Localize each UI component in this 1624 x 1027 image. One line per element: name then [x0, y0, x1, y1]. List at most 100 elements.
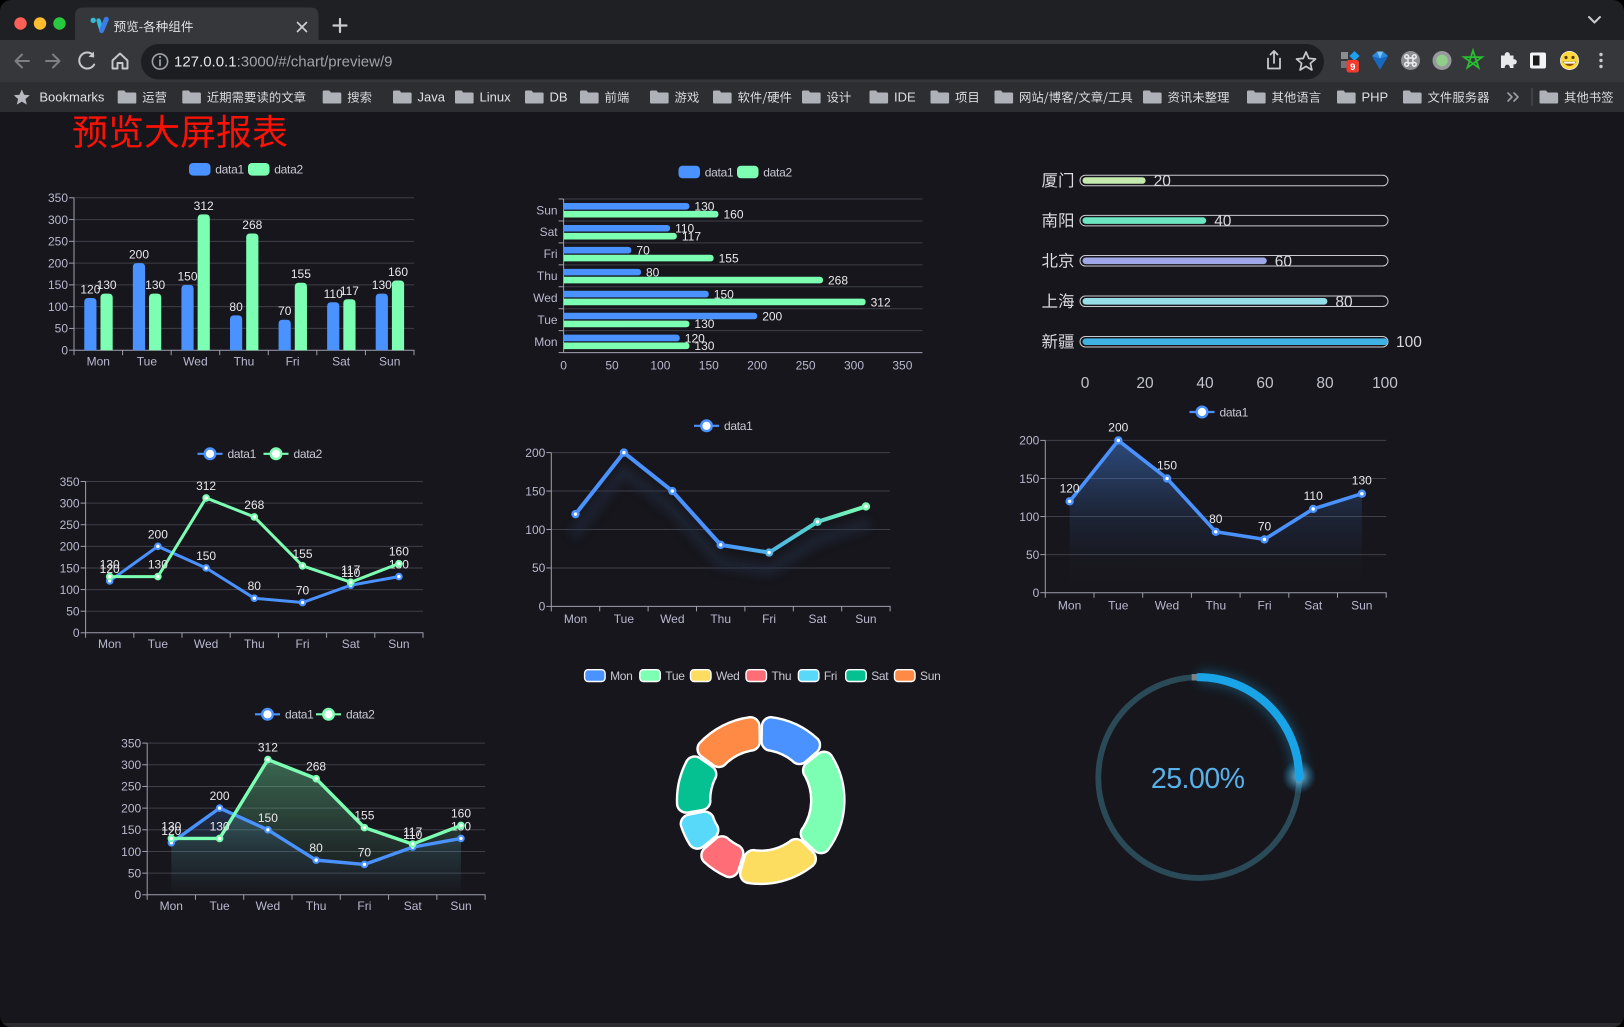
- svg-text:130: 130: [97, 278, 117, 292]
- svg-text:155: 155: [354, 809, 374, 823]
- svg-text:50: 50: [66, 605, 80, 619]
- svg-text:110: 110: [341, 566, 360, 580]
- svg-text:155: 155: [719, 251, 739, 265]
- svg-text:50: 50: [128, 866, 142, 880]
- svg-text:155: 155: [292, 547, 312, 561]
- svg-text:Mon: Mon: [1058, 599, 1081, 613]
- svg-text:110: 110: [324, 287, 343, 301]
- svg-text:70: 70: [358, 846, 372, 860]
- svg-text:Sun: Sun: [379, 355, 400, 369]
- svg-text:117: 117: [340, 284, 359, 298]
- svg-text:Fri: Fri: [1258, 599, 1272, 613]
- svg-text:130: 130: [100, 558, 120, 572]
- svg-text:80: 80: [1209, 512, 1223, 526]
- svg-text:130: 130: [148, 558, 168, 572]
- svg-text:50: 50: [55, 322, 69, 336]
- svg-text:50: 50: [605, 359, 619, 373]
- svg-text:Wed: Wed: [716, 669, 740, 683]
- svg-text:80: 80: [229, 300, 243, 314]
- svg-text:80: 80: [248, 579, 262, 593]
- svg-text:70: 70: [636, 244, 650, 258]
- svg-text:268: 268: [306, 760, 326, 774]
- svg-text:Fri: Fri: [357, 899, 371, 913]
- svg-text:Tue: Tue: [665, 669, 685, 683]
- svg-text:100: 100: [650, 359, 670, 373]
- svg-text:200: 200: [525, 446, 545, 460]
- svg-text:PHP: PHP: [1362, 90, 1389, 105]
- svg-text:Fri: Fri: [824, 669, 837, 683]
- svg-text:data1: data1: [215, 163, 244, 177]
- svg-text:80: 80: [1335, 294, 1353, 311]
- svg-text:130: 130: [694, 317, 714, 331]
- svg-text:110: 110: [675, 222, 694, 236]
- svg-text:312: 312: [871, 295, 891, 309]
- svg-text:0: 0: [1033, 586, 1040, 600]
- svg-text:20: 20: [1154, 173, 1172, 190]
- svg-text:40: 40: [1214, 213, 1232, 230]
- svg-text:200: 200: [48, 256, 68, 270]
- svg-text:Thu: Thu: [537, 269, 558, 283]
- svg-text:120: 120: [685, 331, 705, 345]
- svg-text:130: 130: [1352, 474, 1372, 488]
- svg-text:110: 110: [403, 828, 422, 842]
- svg-text:130: 130: [210, 820, 230, 834]
- svg-text:268: 268: [828, 273, 848, 287]
- svg-text:data2: data2: [294, 447, 323, 461]
- svg-text:200: 200: [60, 540, 80, 554]
- svg-text:Sat: Sat: [342, 637, 361, 651]
- svg-text:110: 110: [1304, 489, 1323, 503]
- svg-text:Sat: Sat: [1304, 599, 1323, 613]
- svg-text:250: 250: [48, 235, 68, 249]
- svg-text:150: 150: [699, 359, 719, 373]
- svg-text:150: 150: [525, 484, 545, 498]
- svg-text:200: 200: [1108, 420, 1128, 434]
- svg-text:350: 350: [892, 359, 912, 373]
- svg-text:Sun: Sun: [920, 669, 940, 683]
- svg-text:160: 160: [389, 545, 409, 559]
- svg-text:350: 350: [48, 191, 68, 205]
- svg-text:0: 0: [539, 600, 546, 614]
- svg-text:Tue: Tue: [1108, 599, 1129, 613]
- svg-text:312: 312: [194, 199, 214, 213]
- svg-text:Sun: Sun: [450, 899, 471, 913]
- svg-text:Sat: Sat: [871, 669, 889, 683]
- svg-text:268: 268: [244, 498, 264, 512]
- svg-text:60: 60: [1275, 253, 1293, 270]
- svg-text:250: 250: [796, 359, 816, 373]
- svg-text:50: 50: [1026, 548, 1040, 562]
- svg-text:DB: DB: [550, 90, 568, 105]
- svg-text:Linux: Linux: [480, 90, 512, 105]
- svg-text:Fri: Fri: [286, 355, 300, 369]
- svg-text:150: 150: [60, 561, 80, 575]
- svg-text:Mon: Mon: [610, 669, 632, 683]
- svg-text:200: 200: [1019, 434, 1039, 448]
- svg-text:data2: data2: [274, 163, 303, 177]
- svg-text:Sun: Sun: [388, 637, 409, 651]
- svg-text:350: 350: [60, 475, 80, 489]
- svg-text:Sat: Sat: [540, 225, 559, 239]
- svg-text:Java: Java: [418, 90, 446, 105]
- svg-text:Sun: Sun: [1351, 599, 1372, 613]
- svg-text:0: 0: [560, 359, 567, 373]
- svg-text:data2: data2: [763, 165, 792, 179]
- svg-text:117: 117: [403, 825, 422, 839]
- svg-text:Tue: Tue: [209, 899, 230, 913]
- svg-text:200: 200: [762, 309, 782, 323]
- svg-text:100: 100: [1396, 334, 1422, 351]
- svg-text:130: 130: [372, 278, 392, 292]
- svg-text:100: 100: [1019, 510, 1039, 524]
- svg-text:130: 130: [145, 278, 165, 292]
- svg-text:Mon: Mon: [87, 355, 110, 369]
- svg-text:100: 100: [121, 845, 141, 859]
- svg-text:100: 100: [60, 583, 80, 597]
- svg-text:200: 200: [121, 801, 141, 815]
- svg-text:0: 0: [135, 888, 142, 902]
- svg-text:Sun: Sun: [536, 203, 557, 217]
- svg-text:120: 120: [161, 824, 181, 838]
- svg-text:300: 300: [48, 213, 68, 227]
- svg-text:160: 160: [724, 208, 744, 222]
- svg-text:117: 117: [682, 229, 701, 243]
- svg-text:Wed: Wed: [533, 291, 557, 305]
- svg-text:Sat: Sat: [808, 612, 827, 626]
- svg-text:150: 150: [258, 811, 278, 825]
